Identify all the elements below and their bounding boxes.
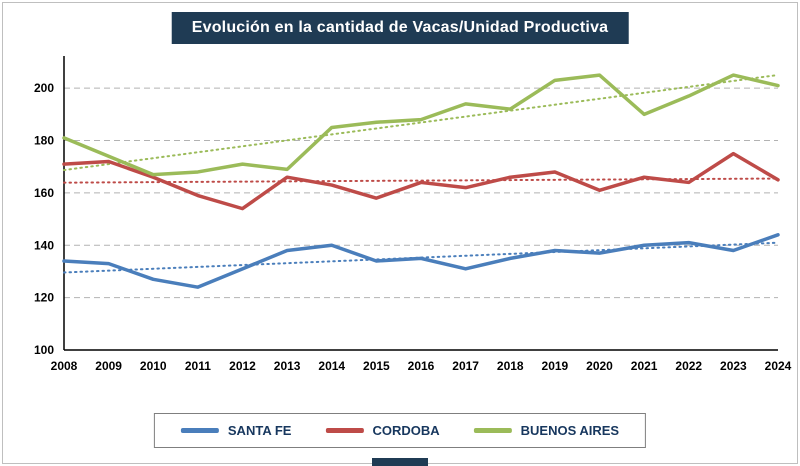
svg-text:2013: 2013 [274, 359, 301, 373]
legend-label-buenos-aires: BUENOS AIRES [520, 423, 620, 438]
svg-text:2019: 2019 [542, 359, 569, 373]
svg-text:2016: 2016 [408, 359, 435, 373]
legend-label-cordoba: CORDOBA [372, 423, 440, 438]
svg-text:160: 160 [34, 186, 54, 200]
svg-text:180: 180 [34, 134, 54, 148]
svg-text:120: 120 [34, 291, 54, 305]
cordoba-line-swatch [325, 428, 364, 433]
chart-title: Evolución en la cantidad de Vacas/Unidad… [171, 12, 629, 44]
svg-text:2020: 2020 [586, 359, 613, 373]
svg-text:200: 200 [34, 81, 54, 95]
svg-text:2017: 2017 [452, 359, 479, 373]
svg-text:2024: 2024 [765, 359, 792, 373]
legend-label-santa-fe: SANTA FE [227, 423, 292, 438]
legend: SANTA FE CORDOBA BUENOS AIRES [153, 413, 647, 448]
svg-text:140: 140 [34, 238, 54, 252]
legend-item-cordoba: CORDOBA [325, 423, 440, 438]
legend-item-santa-fe: SANTA FE [180, 423, 292, 438]
line-chart: 100 120 140 160 180 200 2008 2009 2010 2011 2012 20… [34, 56, 792, 373]
footer-accent-bar [372, 458, 428, 466]
svg-text:2023: 2023 [720, 359, 747, 373]
buenos-aires-line-swatch [473, 428, 512, 433]
svg-text:2010: 2010 [140, 359, 167, 373]
svg-text:2022: 2022 [675, 359, 702, 373]
svg-text:100: 100 [34, 343, 54, 357]
svg-text:2018: 2018 [497, 359, 524, 373]
svg-text:2011: 2011 [185, 359, 211, 373]
santa-fe-line-swatch [180, 428, 219, 433]
legend-item-buenos-aires: BUENOS AIRES [473, 423, 620, 438]
plot-area: 100 120 140 160 180 200 2008 2009 2010 2011 2012 20… [6, 48, 794, 408]
svg-text:2012: 2012 [229, 359, 256, 373]
svg-text:2021: 2021 [631, 359, 658, 373]
svg-text:2009: 2009 [95, 359, 122, 373]
svg-text:2008: 2008 [51, 359, 78, 373]
svg-text:2015: 2015 [363, 359, 390, 373]
svg-text:2014: 2014 [318, 359, 345, 373]
